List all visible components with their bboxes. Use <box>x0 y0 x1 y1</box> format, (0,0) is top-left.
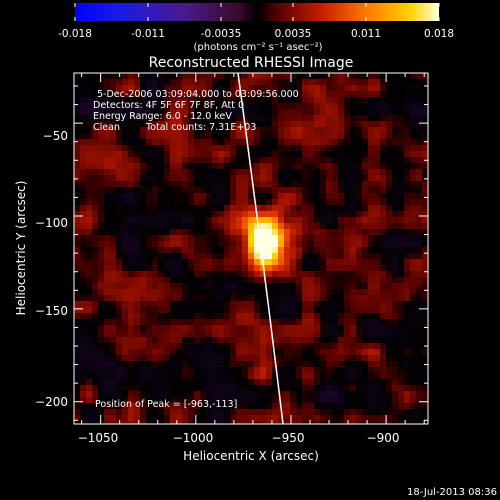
algorithm-text: Clean <box>93 122 120 133</box>
info-block: 5-Dec-2006 03:09:04.000 to 03:09:56.000 … <box>93 89 299 410</box>
y-tick-label: −50 <box>43 129 68 143</box>
colorbar-units: (photons cm⁻² s⁻¹ asec⁻²) <box>193 42 322 53</box>
y-axis-title: Heliocentric Y (arcsec) <box>14 181 28 316</box>
x-tick-label: −1000 <box>173 431 214 445</box>
colorbar: -0.018 -0.011 -0.0035 0.0035 0.011 0.018… <box>58 3 454 53</box>
x-tick-label: −1050 <box>78 431 119 445</box>
colorbar-tick-label: -0.018 <box>58 28 92 40</box>
colorbar-tick-label: 0.011 <box>351 28 381 40</box>
energy-range-text: Energy Range: 6.0 - 12.0 keV <box>93 111 232 122</box>
peak-position-text: Position of Peak = [-963,-113] <box>95 399 237 410</box>
solar-limb-line <box>237 73 284 424</box>
detectors-text: Detectors: 4F 5F 6F 7F 8F, Att 0 <box>93 100 244 111</box>
total-counts-text: Total counts: 7.31E+03 <box>145 122 256 133</box>
x-tick-label: −900 <box>367 431 400 445</box>
colorbar-tick-label: -0.011 <box>131 28 165 40</box>
plot-title: Reconstructed RHESSI Image <box>149 55 354 71</box>
footer-timestamp: 18-Jul-2013 08:36 <box>407 487 497 498</box>
x-axis-title: Heliocentric X (arcsec) <box>183 449 319 463</box>
time-range-text: 5-Dec-2006 03:09:04.000 to 03:09:56.000 <box>97 89 299 100</box>
colorbar-tick-label: 0.018 <box>424 28 454 40</box>
y-tick-label: −100 <box>35 216 68 230</box>
y-tick-label: −150 <box>35 304 68 318</box>
axis-ticks <box>74 73 428 424</box>
y-tick-label: −200 <box>35 395 68 409</box>
colorbar-tick-label: 0.0035 <box>275 28 312 40</box>
x-tick-label: −950 <box>272 431 305 445</box>
plot-frame <box>73 72 429 425</box>
colorbar-tick-label: -0.0035 <box>201 28 242 40</box>
rhessi-image <box>74 73 428 424</box>
colorbar-gradient <box>75 3 439 21</box>
colorbar-ticks <box>74 3 440 21</box>
